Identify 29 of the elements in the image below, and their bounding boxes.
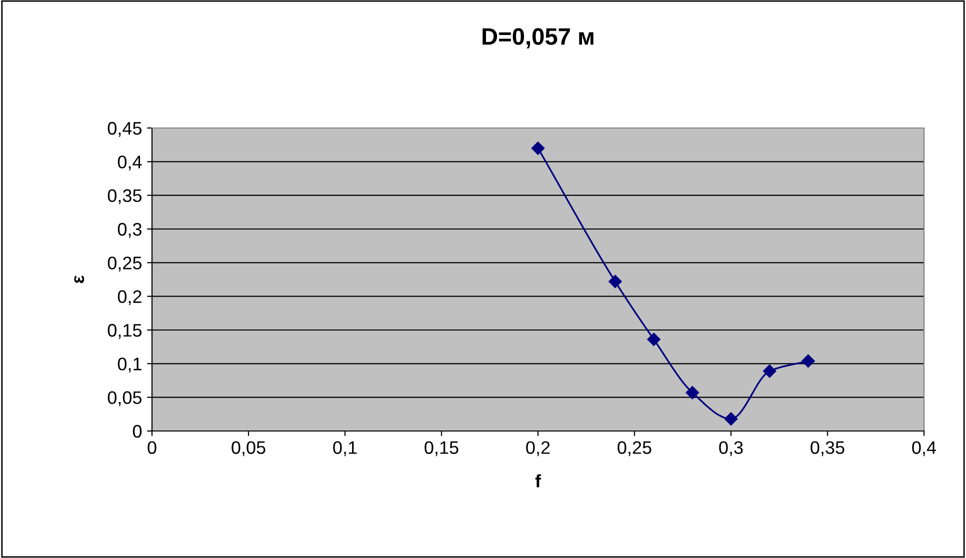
point xyxy=(608,274,622,288)
chart-title: D=0,057 м xyxy=(482,28,594,48)
y-tick-label: 0,2 xyxy=(118,290,142,306)
y-tick-label: 0,05 xyxy=(108,391,142,406)
y-tick-label: 0,25 xyxy=(108,256,142,272)
x-tick-label: 0,25 xyxy=(618,441,652,456)
x-tick-label: 0,05 xyxy=(232,441,266,456)
point xyxy=(647,332,660,346)
y-tick-label: 0 xyxy=(132,424,142,438)
y-axis-title: ε xyxy=(74,276,84,284)
y-tick-label: 0,1 xyxy=(118,358,142,373)
x-tick-label: 0,35 xyxy=(810,441,844,456)
x-tick-label: 0,4 xyxy=(912,441,936,456)
point xyxy=(763,364,776,378)
x-tick-label: 0,15 xyxy=(424,441,458,456)
x-tick-label: 0,1 xyxy=(333,441,357,456)
point xyxy=(802,354,815,368)
y-tick-label: 0,35 xyxy=(108,189,142,204)
y-tick-label: 0,45 xyxy=(108,122,142,137)
point xyxy=(531,142,545,155)
x-tick-label: 0,3 xyxy=(719,441,743,456)
x-tick-label: 0,2 xyxy=(526,441,550,456)
point xyxy=(686,386,699,400)
y-tick-label: 0,4 xyxy=(118,156,142,171)
x-tick-label: 0 xyxy=(148,441,156,454)
point xyxy=(724,412,738,426)
x-axis-title: f xyxy=(535,474,542,488)
y-tick-label: 0,15 xyxy=(108,324,142,339)
y-tick-label: 0,3 xyxy=(118,222,142,238)
